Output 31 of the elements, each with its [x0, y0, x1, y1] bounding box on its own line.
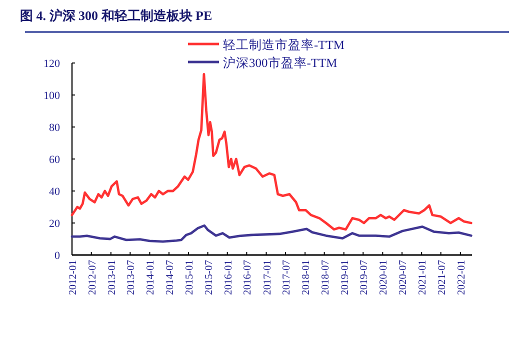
y-tick-label: 80: [49, 122, 60, 134]
x-tick-label: 2015-07: [204, 260, 215, 295]
y-tick-label: 120: [44, 58, 60, 70]
x-tick-label: 2018-07: [320, 260, 332, 295]
x-tick-label: 2013-01: [106, 260, 118, 295]
y-tick-label: 0: [54, 250, 60, 262]
x-tick-label: 2022-01: [456, 260, 468, 295]
x-tick-label: 2012-07: [87, 260, 98, 295]
y-tick-label: 40: [49, 186, 60, 198]
x-tick-label: 2016-01: [223, 260, 234, 295]
x-tick-label: 2020-07: [398, 260, 410, 295]
x-tick-label: 2017-01: [262, 260, 274, 295]
x-tick-label: 2014-07: [164, 260, 176, 295]
x-tick-label: 2018-01: [301, 260, 312, 295]
x-tick-label: 2019-07: [359, 260, 370, 295]
x-tick-label: 2017-07: [282, 260, 293, 295]
y-tick-label: 100: [44, 90, 60, 102]
x-tick-label: 2019-01: [340, 260, 351, 295]
x-tick-label: 2020-01: [378, 260, 390, 295]
x-tick-label: 2021-07: [436, 260, 448, 295]
legend-label: 沪深300市盈率-TTM: [223, 55, 338, 70]
x-tick-label: 2013-07: [126, 260, 138, 295]
legend-label: 轻工制造市盈率-TTM: [223, 37, 345, 52]
x-tick-label: 2015-01: [184, 260, 196, 295]
x-tick-label: 2021-01: [418, 260, 429, 295]
x-tick-label: 2016-07: [242, 260, 254, 295]
y-tick-label: 60: [49, 154, 60, 166]
x-tick-label: 2012-01: [68, 260, 79, 295]
y-tick-label: 20: [49, 218, 60, 230]
x-tick-label: 2014-01: [146, 260, 157, 295]
title: 图 4. 沪深 300 和轻工制造板块 PE: [20, 8, 212, 23]
